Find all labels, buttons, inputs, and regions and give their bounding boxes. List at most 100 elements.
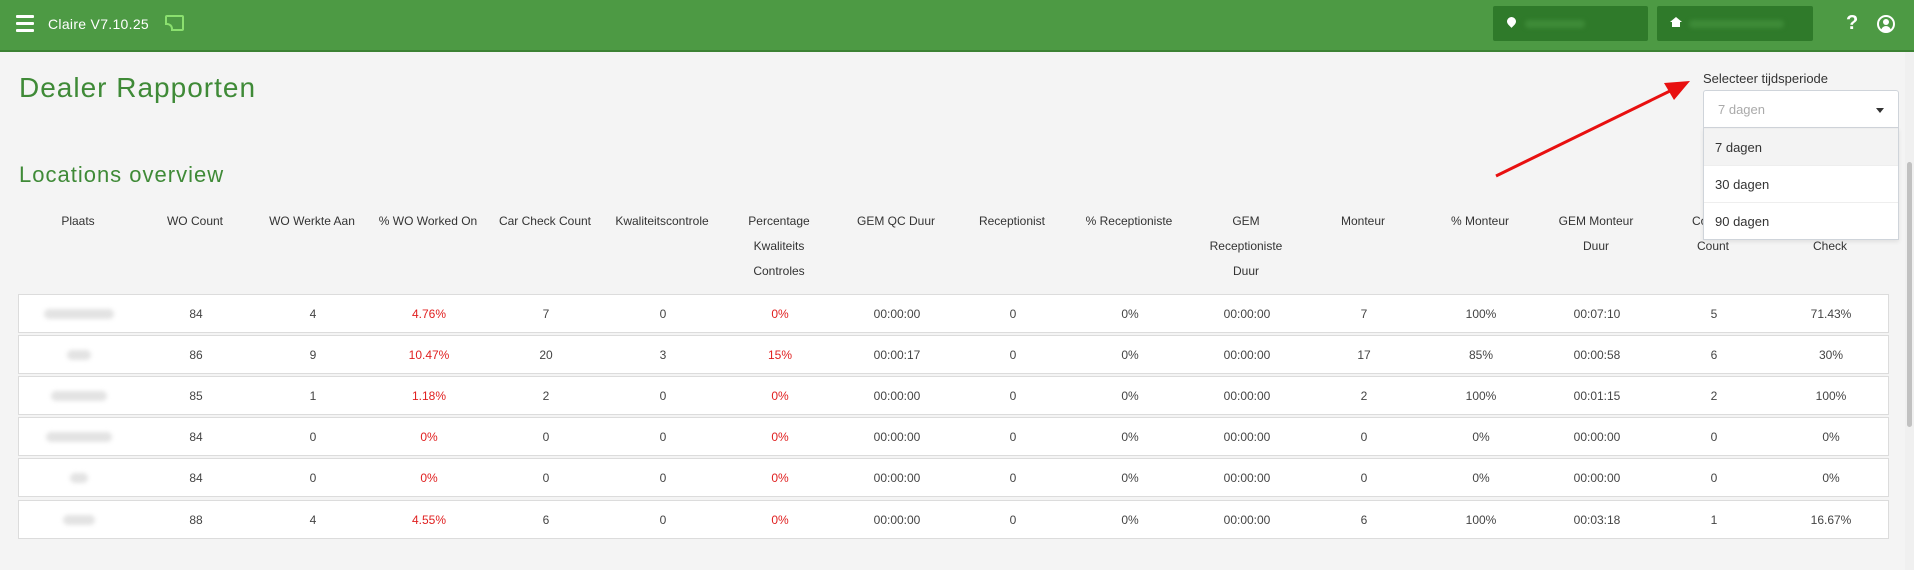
column-header: Receptionist — [956, 209, 1068, 234]
map-pin-icon — [1505, 15, 1518, 28]
column-header-line: WO Count — [166, 214, 223, 228]
table-cell: 0% — [420, 430, 438, 444]
table-cell: 30% — [1818, 348, 1844, 362]
column-header: Monteur — [1307, 209, 1419, 234]
table-cell: 0 — [1360, 430, 1368, 444]
table-cell: 0% — [1822, 471, 1840, 485]
page-scrollbar[interactable] — [1905, 52, 1914, 570]
table-cell: 0 — [1009, 389, 1017, 403]
table-cell: 0% — [1121, 348, 1139, 362]
table-cell: 4.55% — [411, 513, 447, 527]
table-cell: 00:00:00 — [1223, 348, 1271, 362]
table-row: 84 0 0% 0 0 0% 00:00:00 0 0% 00:00:00 0 0% 00:00:00 0… — [18, 417, 1889, 456]
table-cell: 0 — [1009, 471, 1017, 485]
table-cell: 15% — [767, 348, 793, 362]
location-name-redacted — [63, 515, 95, 525]
table-cell: 00:00:00 — [873, 307, 921, 321]
table-cell: 4 — [309, 513, 317, 527]
user-account-icon[interactable] — [1877, 15, 1895, 33]
dealer-value-redacted — [1689, 20, 1784, 28]
table-cell: 0% — [1121, 513, 1139, 527]
table-cell: 0 — [659, 389, 667, 403]
table-cell: 0 — [659, 307, 667, 321]
table-cell: 10.47% — [408, 348, 450, 362]
table-cell: 0% — [1121, 307, 1139, 321]
table-cell: 00:01:15 — [1573, 389, 1621, 403]
app-title: Claire V7.10.25 — [48, 16, 150, 32]
table-cell: 100% — [1465, 307, 1497, 321]
section-title: Locations overview — [19, 162, 225, 187]
dealer-selector[interactable] — [1657, 6, 1813, 41]
table-cell: 0 — [659, 471, 667, 485]
period-option-30[interactable]: 30 dagen — [1704, 165, 1898, 202]
table-cell: 4.76% — [411, 307, 447, 321]
table-cell: 9 — [309, 348, 317, 362]
table-cell: 00:00:00 — [873, 430, 921, 444]
column-header-line: Duur — [1232, 264, 1259, 278]
table-cell: 0% — [771, 389, 789, 403]
top-bar: Claire V7.10.25 ? — [0, 0, 1914, 52]
column-header-line: % Monteur — [1450, 214, 1510, 228]
table-cell: 0 — [1009, 513, 1017, 527]
help-icon[interactable]: ? — [1846, 12, 1859, 34]
table-cell: 00:00:00 — [1573, 430, 1621, 444]
table-cell: 84 — [189, 471, 203, 485]
table-cell: 00:00:00 — [1223, 389, 1271, 403]
column-header: % Receptioniste — [1073, 209, 1185, 234]
table-cell: 0% — [1121, 430, 1139, 444]
table-cell: 0% — [771, 430, 789, 444]
page-title: Dealer Rapporten — [19, 72, 257, 103]
column-header-line: Plaats — [61, 214, 95, 228]
table-cell: 00:07:10 — [1573, 307, 1621, 321]
table-cell: 85 — [189, 389, 203, 403]
column-header: Percentage Kwaliteits Controles — [723, 209, 835, 284]
table-cell: 0 — [542, 471, 550, 485]
menu-icon[interactable] — [16, 15, 34, 33]
column-header-line: Kwaliteits — [753, 239, 805, 253]
location-selector[interactable] — [1493, 6, 1648, 41]
table-cell: 0 — [1710, 430, 1718, 444]
table-cell: 2 — [542, 389, 550, 403]
scrollbar-thumb[interactable] — [1907, 162, 1912, 427]
table-cell: 0 — [309, 471, 317, 485]
table-cell: 0 — [1710, 471, 1718, 485]
column-header: % Monteur — [1424, 209, 1536, 234]
location-name-redacted — [67, 350, 91, 360]
table-cell: 0% — [771, 471, 789, 485]
cast-icon[interactable] — [165, 15, 184, 31]
column-header-line: WO Werkte Aan — [269, 214, 355, 228]
period-select[interactable]: 7 dagen — [1703, 90, 1899, 128]
location-value-redacted — [1525, 20, 1585, 28]
period-label: Selecteer tijdsperiode — [1703, 71, 1829, 86]
table-cell: 4 — [309, 307, 317, 321]
column-header-line: Count — [1696, 239, 1730, 253]
column-header-line: Car Check Count — [498, 214, 592, 228]
table-cell: 84 — [189, 430, 203, 444]
period-option-90[interactable]: 90 dagen — [1704, 202, 1898, 239]
table-cell: 100% — [1465, 389, 1497, 403]
column-header-line: GEM — [1232, 214, 1260, 228]
table-cell: 85% — [1468, 348, 1494, 362]
table-cell: 0 — [659, 430, 667, 444]
location-name-redacted — [44, 309, 114, 319]
table-cell: 71.43% — [1810, 307, 1852, 321]
table-cell: 00:00:00 — [1573, 471, 1621, 485]
table-cell: 5 — [1710, 307, 1718, 321]
table-cell: 00:00:58 — [1573, 348, 1621, 362]
period-option-7[interactable]: 7 dagen — [1704, 128, 1898, 165]
table-cell: 00:00:17 — [873, 348, 921, 362]
column-header: Plaats — [22, 209, 134, 234]
table-cell: 0% — [1121, 389, 1139, 403]
location-name-redacted — [70, 473, 88, 483]
column-header-line: Duur — [1582, 239, 1609, 253]
table-cell: 1 — [1710, 513, 1718, 527]
table-cell: 0% — [420, 471, 438, 485]
table-cell: 0 — [1009, 348, 1017, 362]
column-header-line: Receptionist — [978, 214, 1046, 228]
table-cell: 17 — [1357, 348, 1371, 362]
table-cell: 88 — [189, 513, 203, 527]
home-icon — [1670, 17, 1682, 28]
column-header-line: GEM QC Duur — [856, 214, 935, 228]
table-cell: 20 — [539, 348, 553, 362]
table-cell: 0 — [309, 430, 317, 444]
